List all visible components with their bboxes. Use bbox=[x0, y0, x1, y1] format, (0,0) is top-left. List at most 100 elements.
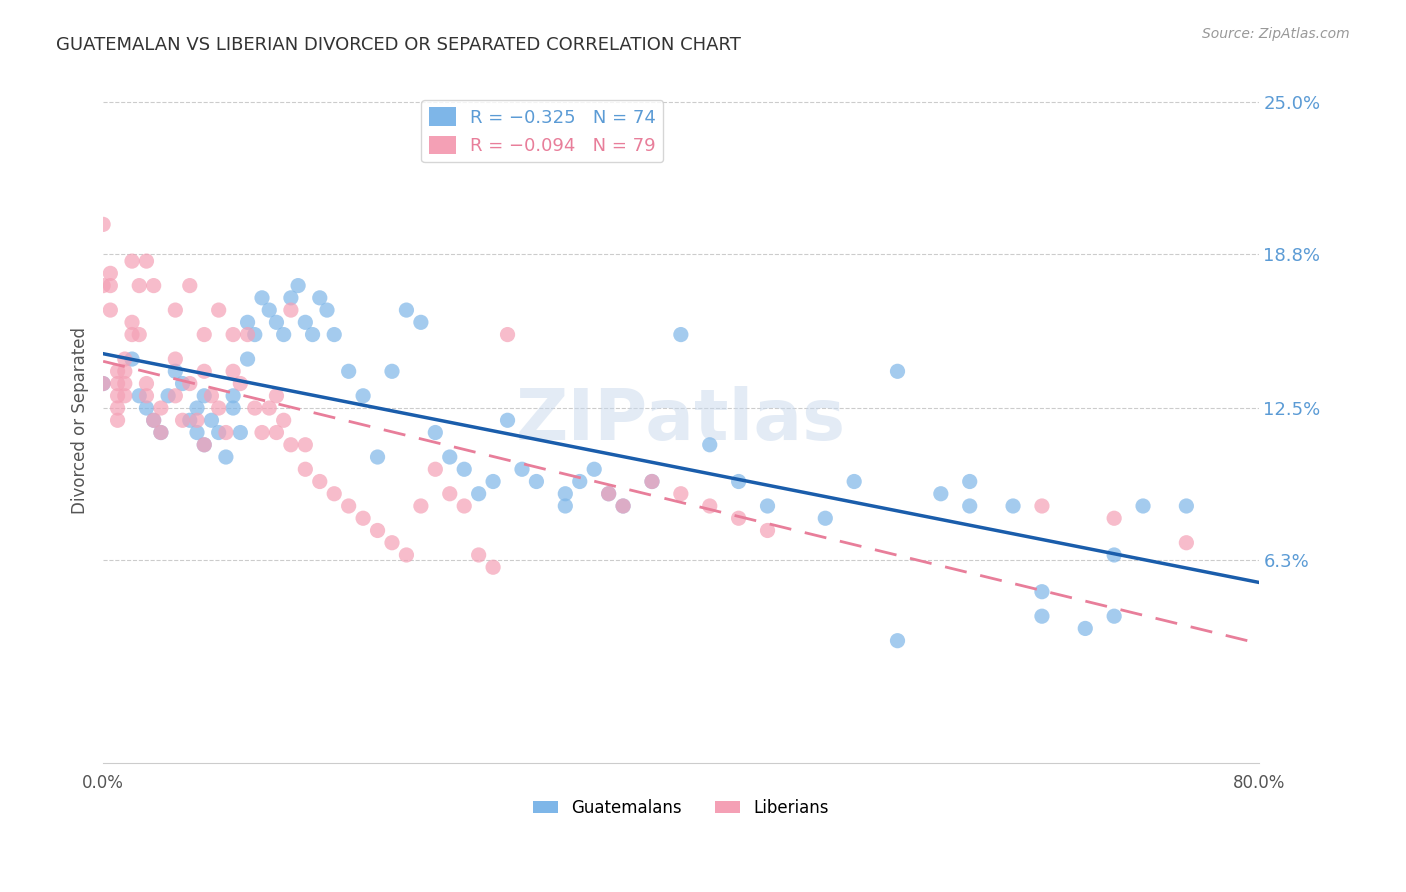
Point bbox=[273, 327, 295, 342]
Point bbox=[165, 352, 187, 367]
Point bbox=[222, 364, 245, 378]
Point bbox=[193, 438, 215, 452]
Point bbox=[1175, 535, 1198, 549]
Point bbox=[1031, 609, 1053, 624]
Point bbox=[294, 462, 316, 476]
Point bbox=[467, 548, 489, 562]
Point bbox=[583, 462, 606, 476]
Point bbox=[91, 376, 114, 391]
Point bbox=[215, 450, 238, 464]
Point bbox=[409, 499, 432, 513]
Point bbox=[1175, 499, 1198, 513]
Point bbox=[215, 425, 238, 440]
Point bbox=[107, 364, 129, 378]
Point bbox=[612, 499, 634, 513]
Point bbox=[107, 389, 129, 403]
Point bbox=[107, 401, 129, 415]
Point bbox=[337, 364, 360, 378]
Point bbox=[98, 278, 121, 293]
Point bbox=[453, 499, 475, 513]
Point bbox=[107, 413, 129, 427]
Point bbox=[1002, 499, 1025, 513]
Point bbox=[98, 266, 121, 280]
Point bbox=[243, 327, 266, 342]
Text: Source: ZipAtlas.com: Source: ZipAtlas.com bbox=[1202, 27, 1350, 41]
Point bbox=[165, 389, 187, 403]
Point bbox=[886, 633, 908, 648]
Point bbox=[287, 278, 309, 293]
Point bbox=[554, 487, 576, 501]
Point bbox=[756, 499, 779, 513]
Text: ZIPatlas: ZIPatlas bbox=[516, 385, 846, 455]
Point bbox=[179, 413, 201, 427]
Point bbox=[266, 425, 288, 440]
Point bbox=[294, 315, 316, 329]
Point bbox=[91, 376, 114, 391]
Point bbox=[157, 389, 180, 403]
Point bbox=[1031, 584, 1053, 599]
Point bbox=[193, 364, 215, 378]
Point bbox=[929, 487, 952, 501]
Point bbox=[323, 327, 346, 342]
Point bbox=[467, 487, 489, 501]
Point bbox=[193, 438, 215, 452]
Point bbox=[381, 535, 404, 549]
Point bbox=[641, 475, 664, 489]
Point bbox=[135, 254, 157, 268]
Legend: Guatemalans, Liberians: Guatemalans, Liberians bbox=[526, 792, 835, 823]
Point bbox=[114, 376, 136, 391]
Point bbox=[222, 401, 245, 415]
Point bbox=[208, 401, 231, 415]
Point bbox=[669, 327, 692, 342]
Point bbox=[425, 425, 447, 440]
Point bbox=[367, 450, 389, 464]
Point bbox=[121, 352, 143, 367]
Point bbox=[756, 524, 779, 538]
Point bbox=[669, 487, 692, 501]
Y-axis label: Divorced or Separated: Divorced or Separated bbox=[72, 326, 89, 514]
Point bbox=[598, 487, 620, 501]
Point bbox=[121, 315, 143, 329]
Point bbox=[128, 278, 150, 293]
Point bbox=[121, 327, 143, 342]
Point bbox=[172, 376, 194, 391]
Point bbox=[612, 499, 634, 513]
Point bbox=[1074, 622, 1097, 636]
Point bbox=[186, 413, 208, 427]
Point bbox=[1132, 499, 1154, 513]
Point bbox=[193, 327, 215, 342]
Point bbox=[280, 438, 302, 452]
Point bbox=[266, 315, 288, 329]
Point bbox=[1102, 548, 1125, 562]
Point bbox=[229, 425, 252, 440]
Point bbox=[114, 364, 136, 378]
Point bbox=[135, 376, 157, 391]
Point bbox=[526, 475, 548, 489]
Point bbox=[149, 401, 172, 415]
Point bbox=[554, 499, 576, 513]
Point bbox=[568, 475, 591, 489]
Point bbox=[208, 303, 231, 318]
Point bbox=[179, 278, 201, 293]
Point bbox=[381, 364, 404, 378]
Point bbox=[367, 524, 389, 538]
Point bbox=[453, 462, 475, 476]
Point bbox=[266, 389, 288, 403]
Point bbox=[641, 475, 664, 489]
Point bbox=[699, 438, 721, 452]
Point bbox=[142, 413, 165, 427]
Point bbox=[352, 511, 374, 525]
Point bbox=[135, 401, 157, 415]
Point bbox=[496, 413, 519, 427]
Point bbox=[1031, 499, 1053, 513]
Point bbox=[598, 487, 620, 501]
Point bbox=[250, 291, 273, 305]
Point bbox=[844, 475, 866, 489]
Point bbox=[1102, 609, 1125, 624]
Point bbox=[482, 475, 505, 489]
Point bbox=[91, 278, 114, 293]
Point bbox=[114, 389, 136, 403]
Point bbox=[200, 413, 222, 427]
Point bbox=[280, 291, 302, 305]
Point bbox=[250, 425, 273, 440]
